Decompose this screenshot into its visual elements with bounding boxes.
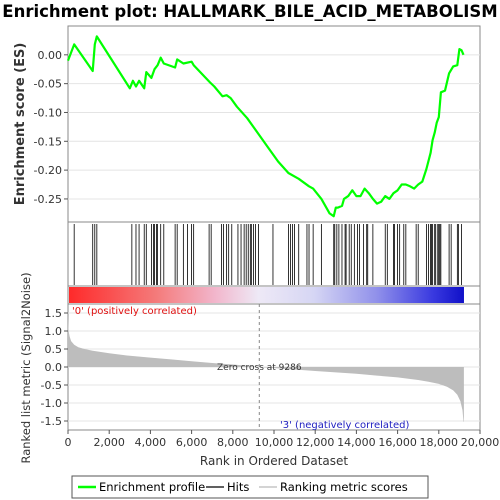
es-y-tick-label: 0.00 xyxy=(38,49,63,62)
es-panel-frame xyxy=(67,25,481,223)
x-tick-label: 6,000 xyxy=(176,436,208,449)
legend-label-hits: Hits xyxy=(227,480,249,494)
metric-y-tick-label: 1.0 xyxy=(45,325,63,338)
legend-label-ranking-metric: Ranking metric scores xyxy=(280,480,408,494)
x-tick-label: 18,000 xyxy=(420,436,459,449)
metric-y-tick-label: -1.5 xyxy=(41,415,62,428)
es-y-tick-label: -0.20 xyxy=(34,164,62,177)
x-axis-label: Rank in Ordered Dataset xyxy=(200,454,348,468)
hits-panel xyxy=(67,221,481,287)
x-tick-label: 16,000 xyxy=(378,436,417,449)
zero-cross-label: Zero cross at 9286 xyxy=(217,363,302,373)
legend-frame xyxy=(71,475,429,499)
positive-correlation-label: '0' (positively correlated) xyxy=(72,306,197,317)
es-y-tick-label: -0.15 xyxy=(34,135,62,148)
metric-y-tick-label: 0.0 xyxy=(45,361,63,374)
enrichment-profile-line xyxy=(66,35,465,218)
ranking-metric-area xyxy=(68,314,464,422)
x-tick-label: 2,000 xyxy=(93,436,125,449)
x-tick-label: 14,000 xyxy=(337,436,376,449)
x-tick-label: 12,000 xyxy=(296,436,335,449)
hit-marks xyxy=(73,224,462,285)
x-tick-label: 10,000 xyxy=(255,436,294,449)
metric-panel: Zero cross at 9286 '0' (positively corre… xyxy=(19,272,481,464)
x-axis-ticks: 0 2,000 4,000 6,000 8,000 10,000 12,000 14,000 1… xyxy=(65,430,500,449)
x-tick-label: 8,000 xyxy=(217,436,249,449)
metric-y-tick-label: 0.5 xyxy=(45,343,63,356)
x-tick-label: 20,000 xyxy=(461,436,500,449)
negative-correlation-label: '3' (negatively correlated) xyxy=(280,420,409,431)
rank-color-bar xyxy=(67,285,481,305)
x-tick-label: 0 xyxy=(65,436,72,449)
es-y-ticks: 0.00 -0.05 -0.10 -0.15 -0.20 -0.25 xyxy=(34,49,68,206)
legend: Enrichment profile Hits Ranking metric s… xyxy=(71,475,429,499)
es-y-tick-label: -0.10 xyxy=(34,106,62,119)
color-bar-gradient xyxy=(69,287,464,303)
es-y-tick-label: -0.05 xyxy=(34,78,62,91)
metric-y-tick-label: -0.5 xyxy=(41,379,62,392)
legend-label-enrichment-profile: Enrichment profile xyxy=(99,480,205,494)
es-y-tick-label: -0.25 xyxy=(34,193,62,206)
metric-y-ticks: 1.5 1.0 0.5 0.0 -0.5 -1.0 -1.5 xyxy=(41,307,68,428)
metric-y-tick-label: 1.5 xyxy=(45,307,63,320)
x-tick-label: 4,000 xyxy=(135,436,167,449)
es-y-axis-label: Enrichment score (ES) xyxy=(13,43,28,206)
metric-y-tick-label: -1.0 xyxy=(41,397,62,410)
hits-panel-frame xyxy=(67,221,481,287)
es-panel: 0.00 -0.05 -0.10 -0.15 -0.20 -0.25 Enrichment… xyxy=(13,25,481,223)
chart-title: Enrichment plot: HALLMARK_BILE_ACID_META… xyxy=(2,2,497,21)
metric-y-axis-label: Ranked list metric (Signal2Noise) xyxy=(19,272,33,463)
